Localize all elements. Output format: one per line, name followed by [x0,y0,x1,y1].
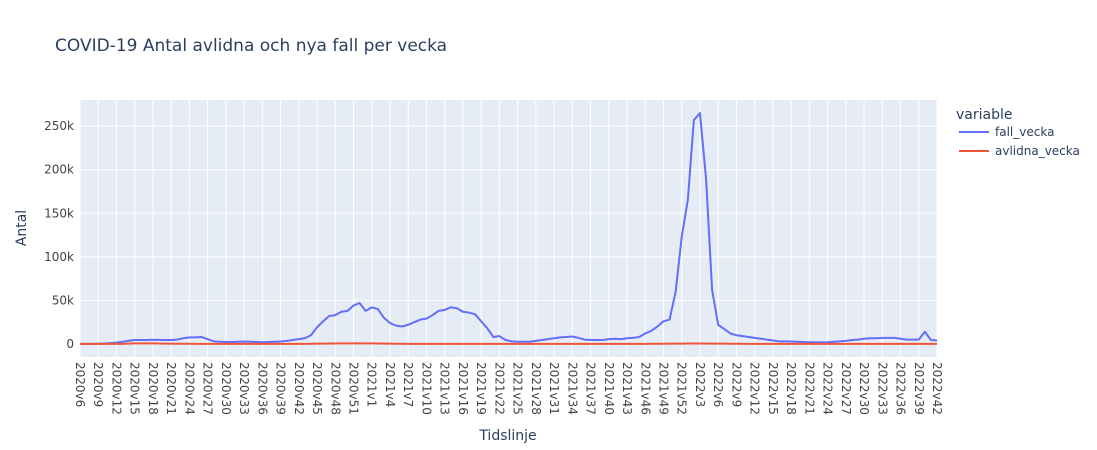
x-tick-label: 2021v31 [547,362,561,415]
x-tick-label: 2021v4 [383,362,397,407]
x-tick-label: 2021v46 [638,362,652,415]
x-tick-label: 2021v43 [620,362,634,415]
x-tick-label: 2020v12 [109,362,123,415]
x-tick-label: 2020v6 [73,362,87,407]
x-tick-label: 2021v22 [492,362,506,415]
x-tick-label: 2020v42 [292,362,306,415]
x-tick-label: 2022v36 [894,362,908,415]
x-tick-label: 2022v39 [912,362,926,415]
x-tick-label: 2022v6 [711,362,725,407]
x-tick-label: 2020v48 [328,362,342,415]
x-tick-label: 2022v18 [784,362,798,415]
x-tick-label: 2021v34 [565,362,579,415]
legend-label: fall_vecka [995,125,1054,139]
y-tick-label: 0 [66,337,74,351]
x-tick-label: 2022v15 [766,362,780,415]
x-tick-label: 2022v21 [802,362,816,415]
x-tick-label: 2020v15 [128,362,142,415]
y-axis-title: Antal [14,210,30,246]
y-tick-label: 50k [52,293,74,307]
x-tick-label: 2021v19 [474,362,488,415]
x-tick-label: 2020v45 [310,362,324,415]
x-tick-label: 2021v49 [656,362,670,415]
x-tick-label: 2022v30 [857,362,871,415]
x-tick-label: 2021v52 [675,362,689,415]
chart-title: COVID-19 Antal avlidna och nya fall per … [55,36,447,56]
x-tick-label: 2021v28 [529,362,543,415]
x-tick-label: 2021v40 [602,362,616,415]
legend-label: avlidna_vecka [995,144,1080,158]
x-tick-label: 2020v39 [274,362,288,415]
x-tick-label: 2022v27 [839,362,853,415]
x-tick-label: 2022v33 [875,362,889,415]
x-tick-label: 2021v1 [365,362,379,407]
y-tick-label: 200k [44,163,74,177]
x-tick-label: 2021v7 [401,362,415,407]
x-tick-label: 2021v13 [438,362,452,415]
legend-title: variable [956,107,1012,123]
x-tick-label: 2021v16 [456,362,470,415]
x-tick-label: 2020v36 [255,362,269,415]
x-tick-label: 2022v24 [821,362,835,415]
x-tick-label: 2020v30 [219,362,233,415]
x-tick-label: 2020v27 [201,362,215,415]
x-tick-label: 2020v24 [182,362,196,415]
x-tick-label: 2020v18 [146,362,160,415]
series-line [80,112,938,345]
y-tick-label: 150k [44,206,74,220]
x-tick-label: 2021v25 [511,362,525,415]
x-tick-label: 2020v51 [347,362,361,415]
x-tick-label: 2021v37 [584,362,598,415]
y-tick-label: 250k [44,119,74,133]
x-tick-label: 2020v21 [164,362,178,415]
x-tick-label: 2021v10 [419,362,433,415]
x-tick-label: 2022v3 [693,362,707,407]
plot-area [80,100,937,357]
x-tick-label: 2022v12 [748,362,762,415]
x-tick-label: 2020v33 [237,362,251,415]
y-tick-label: 100k [44,250,74,264]
x-tick-label: 2022v42 [930,362,944,415]
series-line [80,342,937,345]
x-tick-label: 2020v9 [91,362,105,407]
x-axis-title: Tidslinje [478,428,536,444]
x-tick-label: 2022v9 [729,362,743,407]
